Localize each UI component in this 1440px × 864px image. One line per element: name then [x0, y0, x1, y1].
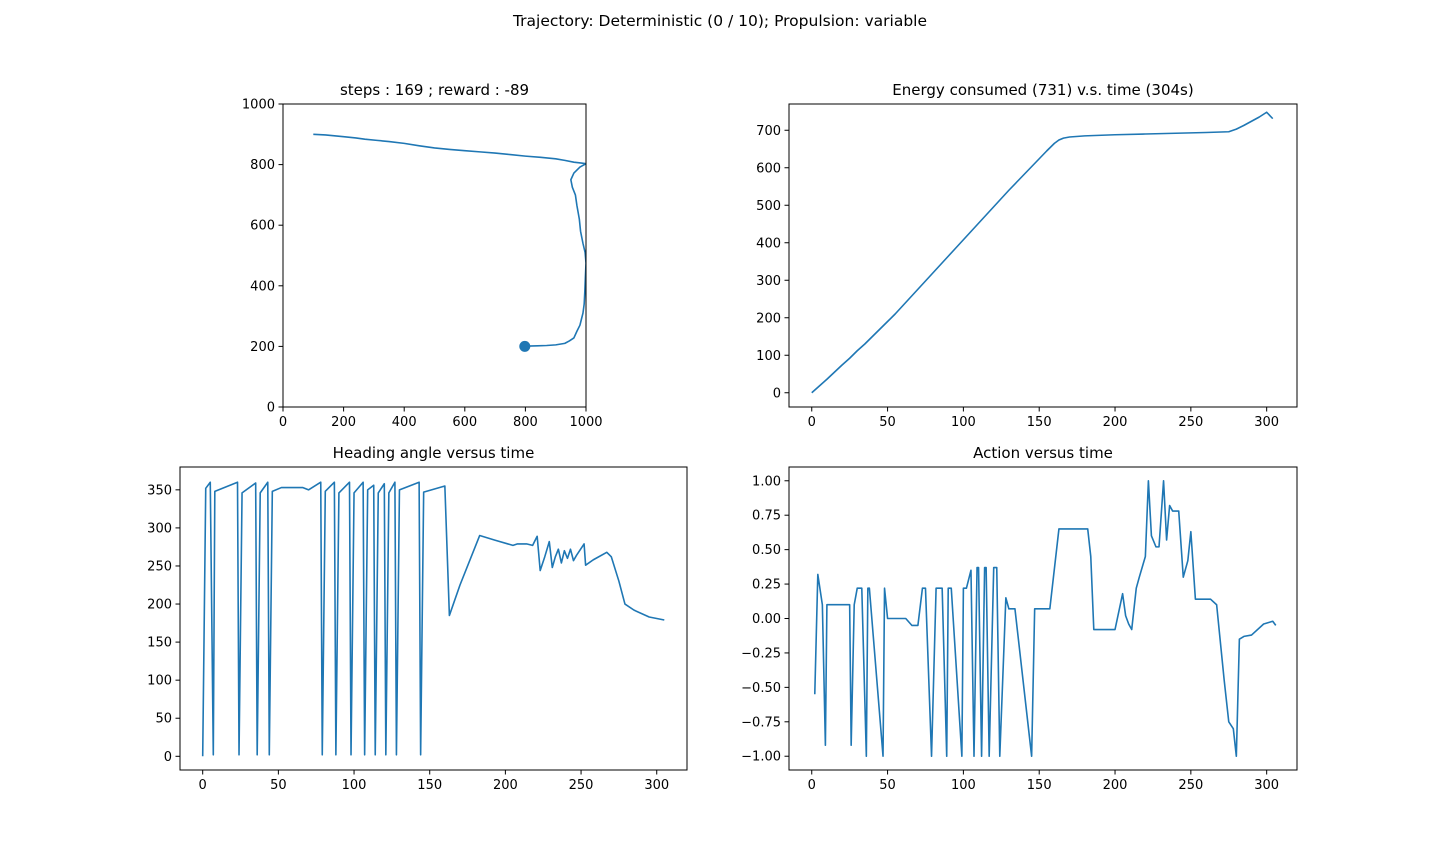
action-ytick-label: −0.25 — [741, 646, 781, 661]
trajectory-ytick-label: 0 — [267, 401, 275, 416]
trajectory-ytick-label: 400 — [250, 279, 275, 294]
action-title: Action versus time — [973, 444, 1113, 462]
heading-series-line — [201, 481, 665, 757]
heading-xtick-label: 150 — [417, 778, 442, 793]
action-xtick-label: 250 — [1178, 778, 1203, 793]
action-ytick-label: −0.50 — [741, 681, 781, 696]
energy-xtick-label: 250 — [1178, 415, 1203, 430]
energy-xtick-label: 50 — [879, 415, 896, 430]
energy-ytick-label: 0 — [773, 386, 781, 401]
heading-ytick-label: 0 — [164, 750, 172, 765]
energy-xtick-label: 100 — [951, 415, 976, 430]
action-xtick-label: 200 — [1103, 778, 1128, 793]
trajectory-ytick-label: 200 — [250, 340, 275, 355]
heading-xtick-label: 50 — [270, 778, 287, 793]
energy-ytick-label: 500 — [756, 199, 781, 214]
heading-ytick-label: 250 — [147, 559, 172, 574]
heading-title: Heading angle versus time — [333, 444, 535, 462]
action-xtick-label: 50 — [879, 778, 896, 793]
energy-title: Energy consumed (731) v.s. time (304s) — [892, 81, 1193, 99]
heading-ytick-label: 200 — [147, 598, 172, 613]
heading-xtick-label: 250 — [569, 778, 594, 793]
trajectory-ytick-label: 600 — [250, 219, 275, 234]
energy-series-line — [811, 111, 1274, 394]
action-ytick-label: −0.75 — [741, 715, 781, 730]
energy-plot: Energy consumed (731) v.s. time (304s) 0 5… — [756, 81, 1298, 430]
energy-xtick-label: 300 — [1254, 415, 1279, 430]
energy-xtick-label: 150 — [1027, 415, 1052, 430]
energy-ytick-label: 100 — [756, 349, 781, 364]
action-ytick-label: 1.00 — [752, 474, 781, 489]
heading-plot: Heading angle versus time 0 50 100 150 200 250… — [147, 444, 688, 793]
action-ytick-label: 0.00 — [752, 612, 781, 627]
figure-suptitle: Trajectory: Deterministic (0 / 10); Prop… — [512, 12, 927, 30]
action-ytick-label: −1.00 — [741, 750, 781, 765]
heading-ytick-label: 150 — [147, 636, 172, 651]
trajectory-xtick-label: 800 — [513, 415, 538, 430]
heading-xtick-label: 300 — [644, 778, 669, 793]
heading-ytick-label: 350 — [147, 483, 172, 498]
trajectory-axes-frame — [282, 103, 587, 408]
heading-xtick-label: 100 — [342, 778, 367, 793]
trajectory-xtick-label: 600 — [452, 415, 477, 430]
action-xtick-label: 100 — [951, 778, 976, 793]
trajectory-title: steps : 169 ; reward : -89 — [340, 81, 529, 99]
trajectory-xtick-label: 200 — [331, 415, 356, 430]
energy-xtick-label: 200 — [1103, 415, 1128, 430]
trajectory-xtick-label: 400 — [392, 415, 417, 430]
heading-axes-frame — [179, 466, 688, 771]
trajectory-ytick-label: 800 — [250, 158, 275, 173]
action-xtick-label: 0 — [808, 778, 816, 793]
heading-xtick-label: 0 — [199, 778, 207, 793]
action-ytick-label: 0.75 — [752, 509, 781, 524]
energy-ytick-label: 700 — [756, 124, 781, 139]
heading-ytick-label: 50 — [155, 712, 172, 727]
action-axes-frame — [788, 466, 1298, 771]
heading-xtick-label: 200 — [493, 778, 518, 793]
energy-axes-frame — [788, 103, 1298, 408]
trajectory-xtick-label: 0 — [279, 415, 287, 430]
heading-ytick-label: 100 — [147, 674, 172, 689]
trajectory-plot: steps : 169 ; reward : -89 0 200 400 600 800 1… — [242, 81, 603, 430]
energy-ytick-label: 300 — [756, 274, 781, 289]
trajectory-ytick-label: 1000 — [242, 98, 275, 113]
action-series-line — [813, 479, 1277, 758]
action-plot: Action versus time 0 50 100 150 200 250 300 −1.0… — [741, 444, 1298, 793]
energy-xtick-label: 0 — [808, 415, 816, 430]
trajectory-xtick-label: 1000 — [569, 415, 602, 430]
energy-ytick-label: 600 — [756, 161, 781, 176]
action-xtick-label: 300 — [1254, 778, 1279, 793]
action-ytick-label: 0.50 — [752, 543, 781, 558]
trajectory-start-marker — [519, 340, 531, 352]
energy-ytick-label: 200 — [756, 311, 781, 326]
action-xtick-label: 150 — [1027, 778, 1052, 793]
heading-ytick-label: 300 — [147, 521, 172, 536]
trajectory-series-line — [313, 133, 586, 348]
energy-ytick-label: 400 — [756, 236, 781, 251]
action-ytick-label: 0.25 — [752, 578, 781, 593]
